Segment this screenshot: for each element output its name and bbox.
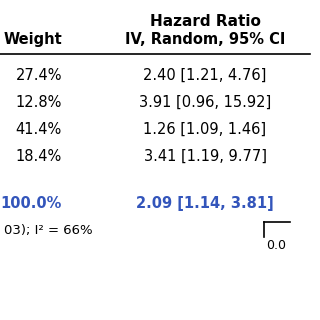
- Text: 2.40 [1.21, 4.76]: 2.40 [1.21, 4.76]: [143, 68, 267, 83]
- Text: 100.0%: 100.0%: [1, 196, 62, 211]
- Text: 27.4%: 27.4%: [15, 68, 62, 83]
- Text: 18.4%: 18.4%: [16, 149, 62, 164]
- Text: 41.4%: 41.4%: [16, 122, 62, 137]
- Text: 2.09 [1.14, 3.81]: 2.09 [1.14, 3.81]: [136, 196, 274, 211]
- Text: IV, Random, 95% CI: IV, Random, 95% CI: [125, 32, 285, 47]
- Text: 1.26 [1.09, 1.46]: 1.26 [1.09, 1.46]: [143, 122, 267, 137]
- Text: 3.91 [0.96, 15.92]: 3.91 [0.96, 15.92]: [139, 95, 271, 110]
- Text: Hazard Ratio: Hazard Ratio: [149, 14, 260, 29]
- Text: 3.41 [1.19, 9.77]: 3.41 [1.19, 9.77]: [143, 149, 267, 164]
- Text: 0.0: 0.0: [266, 239, 286, 252]
- Text: 12.8%: 12.8%: [16, 95, 62, 110]
- Text: Weight: Weight: [3, 32, 62, 47]
- Text: 03); I² = 66%: 03); I² = 66%: [4, 224, 92, 237]
